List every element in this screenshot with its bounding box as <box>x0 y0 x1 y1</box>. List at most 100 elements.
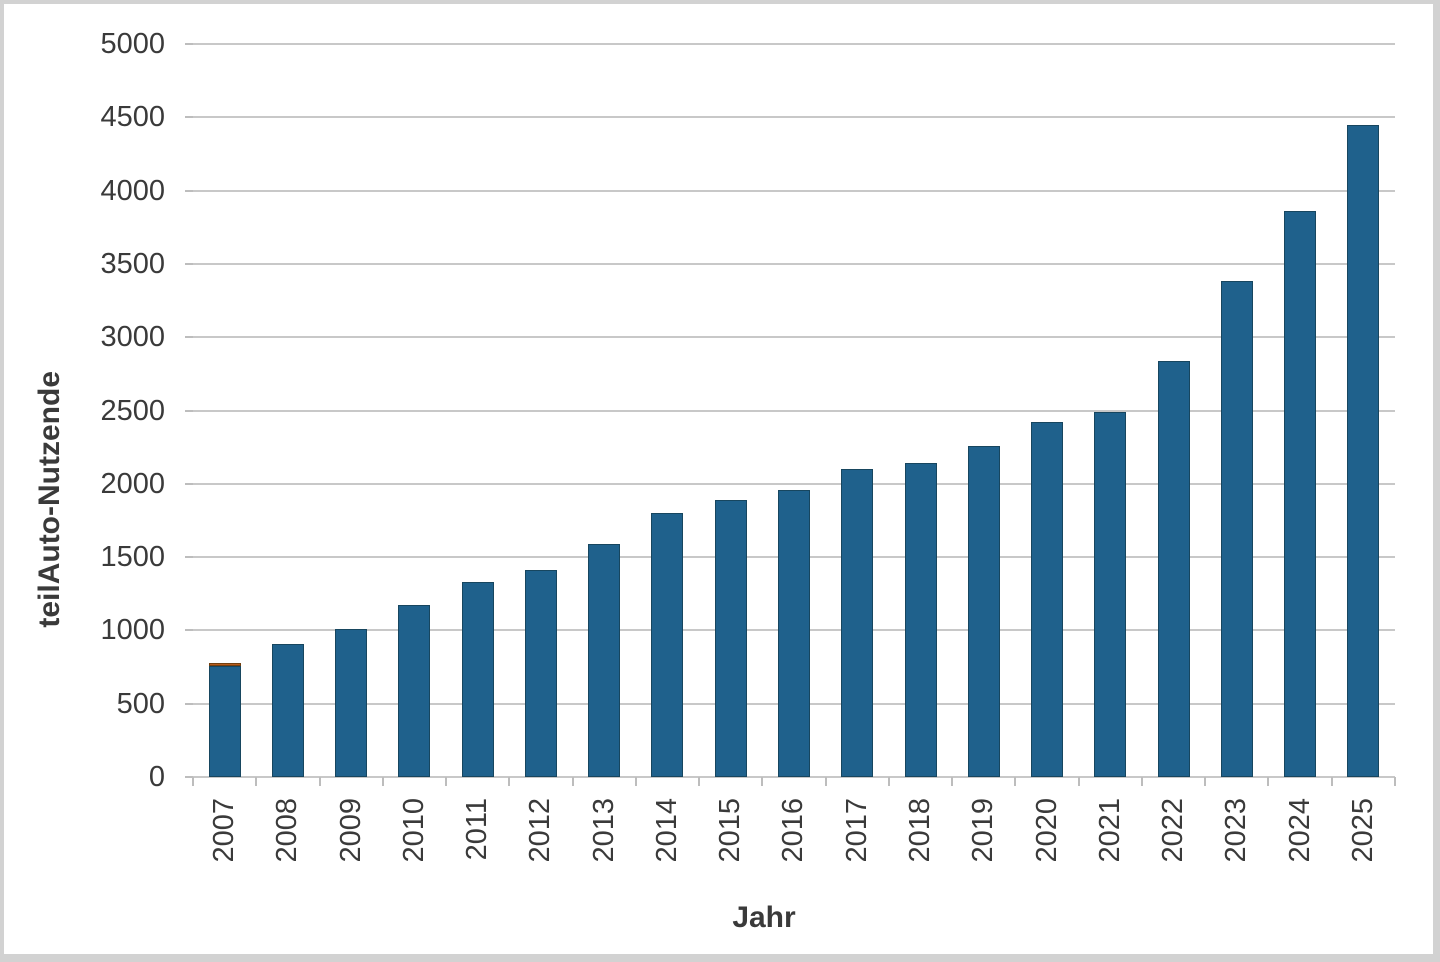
bar-2016 <box>778 490 811 777</box>
y-tick-label-500: 500 <box>116 687 165 720</box>
x-tick-6 <box>571 777 574 786</box>
x-tick-1 <box>255 777 258 786</box>
x-tick-15 <box>1140 777 1143 786</box>
bar-slot-2010 <box>383 44 446 777</box>
bar-slot-2014 <box>636 44 699 777</box>
x-tick-11 <box>887 777 890 786</box>
x-tick-label-2021: 2021 <box>1079 798 1142 882</box>
x-tick-16 <box>1204 777 1207 786</box>
bar-segment-main-2013 <box>588 543 621 777</box>
bar-2021 <box>1094 411 1127 777</box>
bar-2018 <box>904 463 937 777</box>
plot-area <box>193 43 1395 778</box>
chart-canvas: 0 500 1000 1500 2000 2500 3000 3500 4000 4500 5000… <box>4 4 1433 954</box>
gridline-0 <box>193 776 1395 778</box>
x-tick-label-text-2014: 2014 <box>650 798 683 863</box>
y-tick-2500 <box>185 409 193 412</box>
bar-slot-2019 <box>952 44 1015 777</box>
x-tick-17 <box>1267 777 1270 786</box>
bar-2010 <box>398 605 431 777</box>
gridline-3500 <box>193 262 1395 265</box>
x-tick-label-text-2008: 2008 <box>271 798 304 863</box>
x-tick-label-2018: 2018 <box>889 798 952 882</box>
x-tick-13 <box>1014 777 1017 786</box>
bar-segment-main-2011 <box>461 582 494 777</box>
y-tick-3000 <box>185 336 193 339</box>
bar-slot-2025 <box>1332 44 1395 777</box>
y-tick-4500 <box>185 116 193 119</box>
bar-slot-2012 <box>509 44 572 777</box>
x-tick-label-2016: 2016 <box>762 798 825 882</box>
x-tick-label-2014: 2014 <box>636 798 699 882</box>
y-tick-label-3000: 3000 <box>100 321 165 354</box>
bar-segment-accent-2007 <box>208 663 241 667</box>
bar-2023 <box>1220 280 1253 777</box>
x-tick-label-2007: 2007 <box>193 798 256 882</box>
x-tick-10 <box>824 777 827 786</box>
bar-2025 <box>1347 125 1380 777</box>
x-tick-label-text-2015: 2015 <box>714 798 747 863</box>
y-tick-1500 <box>185 556 193 559</box>
y-axis-title-text: teilAuto-Nutzende <box>33 370 66 628</box>
bar-slot-2016 <box>762 44 825 777</box>
y-tick-5000 <box>185 43 193 45</box>
gridline-2500 <box>193 409 1395 412</box>
bar-segment-main-2022 <box>1157 361 1190 777</box>
bar-slot-2021 <box>1079 44 1142 777</box>
bar-segment-main-2017 <box>841 469 874 777</box>
bar-slot-2020 <box>1015 44 1078 777</box>
x-tick-4 <box>445 777 448 786</box>
x-tick-label-text-2020: 2020 <box>1030 798 1063 863</box>
x-tick-label-text-2023: 2023 <box>1220 798 1253 863</box>
x-tick-label-text-2007: 2007 <box>208 798 241 863</box>
x-tick-0 <box>192 777 194 786</box>
x-tick-label-text-2017: 2017 <box>840 798 873 863</box>
x-tick-label-2020: 2020 <box>1015 798 1078 882</box>
bar-segment-main-2025 <box>1347 125 1380 777</box>
x-tick-19 <box>1394 777 1396 786</box>
x-tick-2 <box>318 777 321 786</box>
bar-2014 <box>651 513 684 777</box>
x-tick-label-text-2021: 2021 <box>1093 798 1126 863</box>
x-tick-label-2013: 2013 <box>573 798 636 882</box>
x-axis-title: Jahr <box>732 901 796 934</box>
x-tick-label-text-2022: 2022 <box>1157 798 1190 863</box>
x-tick-label-text-2009: 2009 <box>334 798 367 863</box>
bar-2007 <box>208 663 241 777</box>
gridline-2000 <box>193 482 1395 485</box>
gridline-5000 <box>193 43 1395 45</box>
x-tick-label-text-2025: 2025 <box>1346 798 1379 863</box>
bar-slot-2013 <box>573 44 636 777</box>
x-tick-label-text-2019: 2019 <box>967 798 1000 863</box>
x-tick-label-2011: 2011 <box>446 798 509 882</box>
x-tick-label-text-2013: 2013 <box>587 798 620 863</box>
x-tick-9 <box>761 777 764 786</box>
bar-2015 <box>714 499 747 777</box>
x-tick-label-2023: 2023 <box>1205 798 1268 882</box>
bar-segment-main-2016 <box>778 490 811 777</box>
bar-2009 <box>335 628 368 777</box>
x-tick-14 <box>1077 777 1080 786</box>
bar-segment-main-2020 <box>1031 422 1064 777</box>
x-tick-label-text-2018: 2018 <box>904 798 937 863</box>
x-tick-label-2015: 2015 <box>699 798 762 882</box>
bar-segment-main-2018 <box>904 463 937 777</box>
bar-2024 <box>1284 211 1317 777</box>
bar-2022 <box>1157 361 1190 777</box>
bar-slot-2007 <box>193 44 256 777</box>
y-tick-label-4000: 4000 <box>100 174 165 207</box>
gridline-4000 <box>193 189 1395 192</box>
bar-2013 <box>588 543 621 777</box>
bar-slot-2009 <box>320 44 383 777</box>
y-tick-0 <box>185 776 193 778</box>
y-tick-label-5000: 5000 <box>100 28 165 60</box>
bar-2012 <box>524 569 557 777</box>
x-tick-label-2008: 2008 <box>256 798 319 882</box>
y-tick-label-2500: 2500 <box>100 394 165 427</box>
x-tick-label-text-2024: 2024 <box>1283 798 1316 863</box>
bar-segment-main-2010 <box>398 605 431 777</box>
x-tick-label-text-2010: 2010 <box>397 798 430 863</box>
x-tick-label-2010: 2010 <box>383 798 446 882</box>
y-tick-4000 <box>185 189 193 192</box>
